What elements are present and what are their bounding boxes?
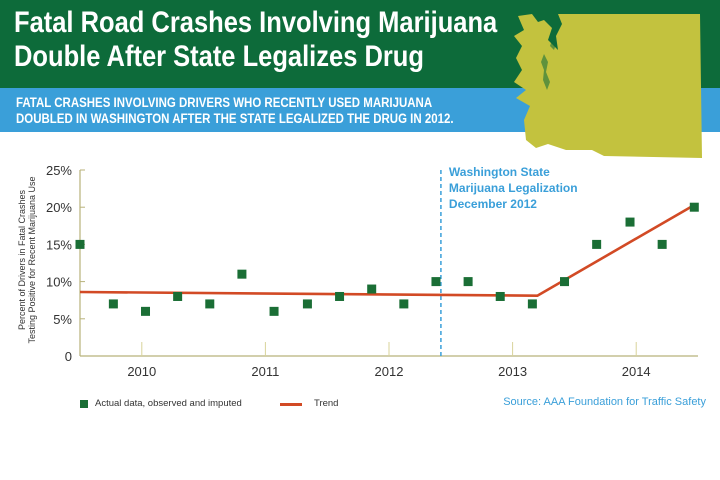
subtitle-line-1: FATAL CRASHES INVOLVING DRIVERS WHO RECE… [16,95,433,110]
x-tick-label: 2013 [498,364,527,379]
x-tick-label: 2010 [127,364,156,379]
data-point [75,239,85,249]
subtitle-line-2: DOUBLED IN WASHINGTON AFTER THE STATE LE… [16,111,454,126]
data-point [560,277,570,287]
chart-ticks: 0 5% 10% 15% 20% 25% 2010 2011 2012 2013 2014 [46,163,651,379]
legend-label-actual: Actual data, observed and imputed [95,398,242,409]
data-point [173,291,183,301]
annotation-text-line: December 2012 [449,197,537,211]
data-point [335,291,345,301]
data-point [141,306,151,316]
title-line-1: Fatal Road Crashes Involving Marijuana [14,6,498,39]
trend-line [79,203,695,297]
source-note: Source: AAA Foundation for Traffic Safet… [503,396,706,408]
legend-marker-line [280,403,302,406]
y-tick-label: 25% [46,163,72,178]
washington-state-shape [514,14,702,158]
data-point [302,299,312,309]
data-point [625,217,635,227]
island-detail [550,40,556,50]
page-title: Fatal Road Crashes Involving Marijuana D… [14,6,498,74]
y-tick-label: 20% [46,200,72,215]
x-tick-label: 2011 [251,364,279,379]
trend-line-group [79,203,695,297]
chart-area: 0 5% 10% 15% 20% 25% 2010 2011 2012 2013 2014 Wash… [46,163,699,379]
data-point [431,277,441,287]
puget-sound-detail [541,54,550,90]
x-tick-label: 2014 [622,364,651,379]
annotation-text-line: Marijuana Legalization [449,181,578,195]
data-point [527,299,537,309]
data-point [399,299,409,309]
y-tick-label: 5% [53,312,72,327]
legalization-annotation: Washington State Marijuana Legalization De… [440,165,578,356]
data-point [592,239,602,249]
data-point [463,277,473,287]
data-points-group [75,202,699,316]
y-tick-label: 0 [65,349,72,364]
y-axis-label-wrap: Percent of Drivers in Fatal Crashes Test… [12,170,42,350]
data-point [269,306,279,316]
legend-label-trend: Trend [314,398,339,409]
y-tick-label: 10% [46,275,72,290]
x-tick-label: 2012 [375,364,404,379]
data-point [237,269,247,279]
title-line-2: Double After State Legalizes Drug [14,40,424,73]
data-point [657,239,667,249]
data-point [367,284,377,294]
data-point [495,291,505,301]
data-point [108,299,118,309]
washington-state-map [514,14,702,158]
chart-legend: Actual data, observed and imputed Trend [80,398,480,414]
y-tick-label: 15% [46,237,72,252]
y-axis-label-line-1: Percent of Drivers in Fatal Crashes [17,189,27,331]
chart-axes [79,170,698,357]
data-point [689,202,699,212]
data-point [205,299,215,309]
legend-marker-square [80,400,88,408]
y-axis-label-line-2: Testing Positive for Recent Marijuana Us… [27,176,37,344]
annotation-text-line: Washington State [449,165,550,179]
subtitle: FATAL CRASHES INVOLVING DRIVERS WHO RECE… [16,95,454,127]
y-axis-label: Percent of Drivers in Fatal Crashes Test… [17,160,37,360]
